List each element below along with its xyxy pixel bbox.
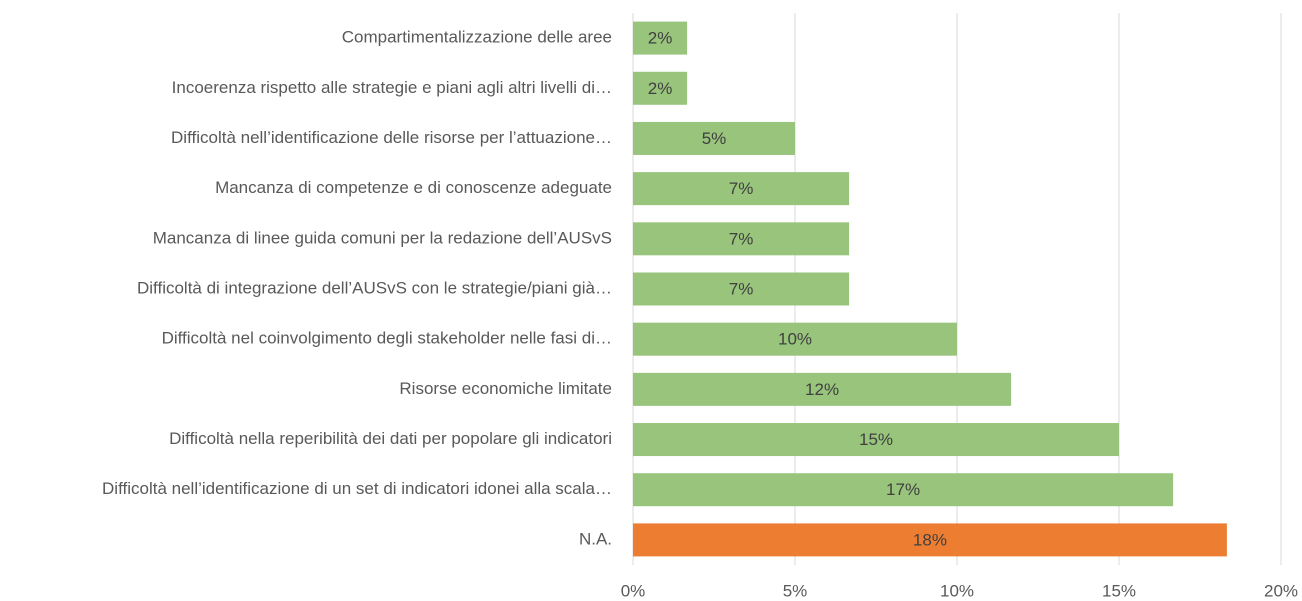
- data-label: 15%: [859, 430, 893, 449]
- y-tick-label: Difficoltà nel coinvolgimento degli stak…: [162, 329, 612, 348]
- bar: [633, 523, 1227, 557]
- bar: [633, 121, 795, 155]
- y-tick-label: Compartimentalizzazione delle aree: [342, 28, 612, 47]
- y-tick-label: Incoerenza rispetto alle strategie e pia…: [172, 78, 612, 97]
- bar: [633, 322, 957, 356]
- data-label: 7%: [729, 229, 754, 248]
- y-tick-label: Difficoltà nell’identificazione delle ri…: [171, 128, 612, 147]
- data-label: 2%: [648, 29, 673, 48]
- bar: [633, 222, 850, 256]
- y-tick-label: Mancanza di competenze e di conoscenze a…: [215, 178, 612, 197]
- y-tick-label: N.A.: [579, 529, 612, 548]
- x-tick-label: 20%: [1264, 581, 1298, 600]
- bar: [633, 423, 1119, 457]
- x-tick-label: 10%: [940, 581, 974, 600]
- y-tick-label: Difficoltà di integrazione dell’AUSvS co…: [137, 278, 612, 297]
- data-label: 10%: [778, 330, 812, 349]
- bar: [633, 71, 688, 105]
- y-tick-label: Difficoltà nell’identificazione di un se…: [102, 479, 612, 498]
- y-tick-label: Risorse economiche limitate: [399, 379, 612, 398]
- data-label: 2%: [648, 79, 673, 98]
- bar: [633, 172, 850, 206]
- data-label: 17%: [886, 480, 920, 499]
- bar: [633, 372, 1012, 406]
- x-tick-label: 15%: [1102, 581, 1136, 600]
- bar: [633, 473, 1174, 507]
- x-tick-label: 5%: [783, 581, 808, 600]
- data-label: 7%: [729, 179, 754, 198]
- data-label: 18%: [913, 530, 947, 549]
- data-label: 12%: [805, 380, 839, 399]
- data-label: 7%: [729, 279, 754, 298]
- y-tick-label: Mancanza di linee guida comuni per la re…: [153, 228, 612, 247]
- bar: [633, 21, 688, 55]
- bar: [633, 272, 850, 306]
- x-tick-label: 0%: [621, 581, 646, 600]
- y-tick-label: Difficoltà nella reperibilità dei dati p…: [169, 429, 612, 448]
- data-label: 5%: [702, 129, 727, 148]
